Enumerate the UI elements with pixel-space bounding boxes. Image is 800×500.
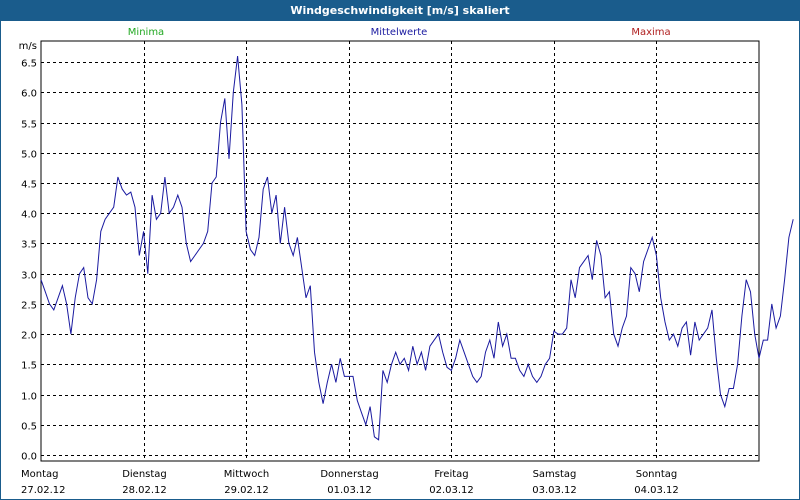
x-tick-day: Montag — [21, 469, 58, 480]
plot-frame — [40, 40, 760, 462]
x-tick-day: Freitag — [434, 469, 468, 480]
y-tick-label: 1.0 — [21, 392, 37, 403]
legend-item-mittelwerte: Mittelwerte — [371, 27, 428, 38]
y-tick-label: 2.5 — [21, 301, 37, 312]
window-title: Windgeschwindigkeit [m/s] skaliert — [1, 1, 799, 21]
y-tick-label: 1.5 — [21, 361, 37, 372]
grid — [41, 41, 759, 461]
x-tick-date: 03.03.12 — [532, 485, 577, 496]
x-tick-date: 01.03.12 — [327, 485, 372, 496]
x-tick-date: 02.03.12 — [429, 485, 474, 496]
y-tick-label: 0.0 — [21, 452, 37, 463]
axes: 0.0 0.5 1.0 1.5 2.0 2.5 3.0 3.5 4.0 4.5 5.0 5.5 6.0 6… — [19, 40, 760, 496]
x-tick-day: Mittwoch — [224, 469, 269, 480]
legend: Minima Mittelwerte Maxima — [128, 27, 671, 38]
y-tick-label: 4.5 — [21, 180, 37, 191]
y-axis-unit: m/s — [19, 41, 37, 52]
series-layer — [40, 56, 794, 441]
legend-item-maxima: Maxima — [631, 27, 670, 38]
y-tick-label: 6.5 — [21, 59, 37, 70]
y-tick-label: 3.5 — [21, 240, 37, 251]
y-tick-label: 2.0 — [21, 331, 37, 342]
x-tick-day: Dienstag — [122, 469, 167, 480]
series-line-mittelwerte — [40, 56, 794, 441]
x-tick-date: 04.03.12 — [634, 485, 679, 496]
x-tick-day: Samstag — [533, 469, 577, 480]
y-tick-label: 3.0 — [21, 271, 37, 282]
x-tick-date: 27.02.12 — [21, 485, 66, 496]
y-tick-label: 0.5 — [21, 422, 37, 433]
y-tick-label: 5.0 — [21, 150, 37, 161]
legend-item-minima: Minima — [128, 27, 164, 38]
x-tick-day: Sonntag — [636, 469, 678, 480]
y-tick-label: 5.5 — [21, 120, 37, 131]
y-tick-label: 4.0 — [21, 210, 37, 221]
x-tick-day: Donnerstag — [320, 469, 378, 480]
x-tick-date: 28.02.12 — [122, 485, 167, 496]
y-tick-label: 6.0 — [21, 89, 37, 100]
x-tick-date: 29.02.12 — [224, 485, 269, 496]
